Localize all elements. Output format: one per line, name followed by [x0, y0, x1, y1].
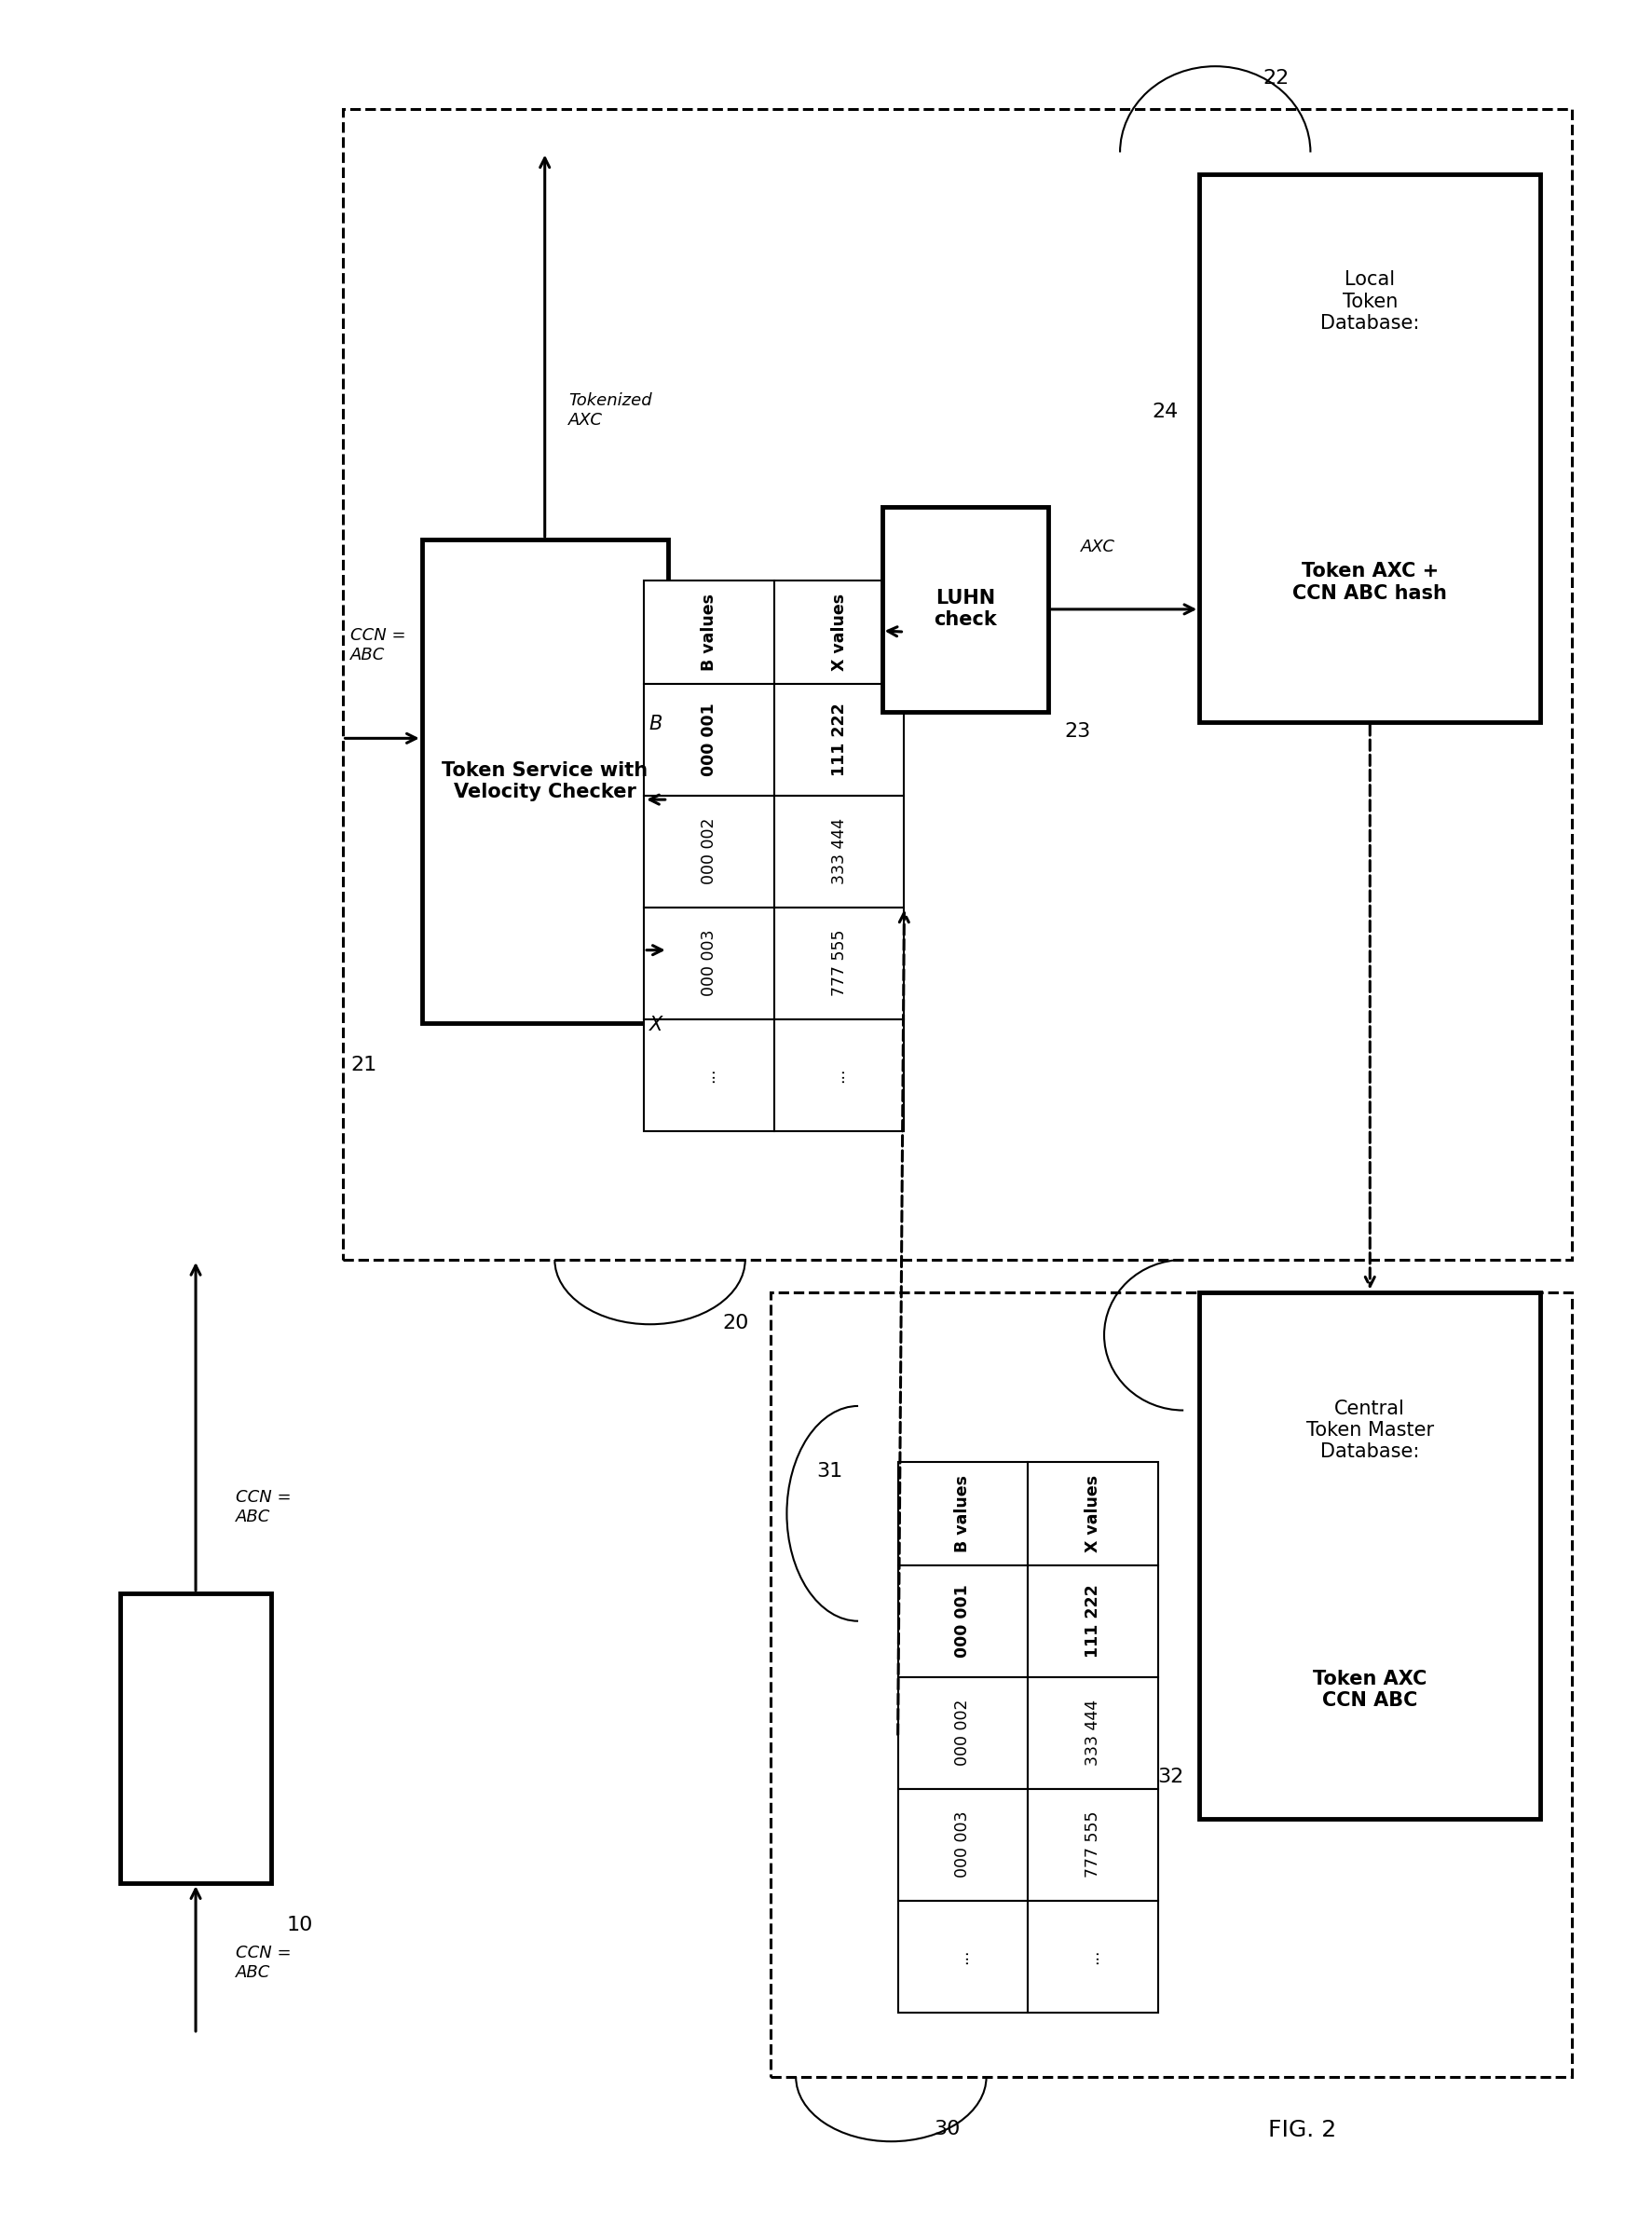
Bar [644, 683, 773, 795]
Text: ...: ... [831, 1066, 847, 1082]
Bar [897, 1463, 1028, 1566]
Bar [121, 1593, 271, 1884]
Text: Local
Token
Database:: Local Token Database: [1320, 271, 1419, 332]
Bar [342, 110, 1571, 1259]
Bar [897, 1678, 1028, 1790]
Text: FIG. 2: FIG. 2 [1267, 2119, 1336, 2141]
Bar [1199, 1292, 1540, 1819]
Text: Token AXC +
CCN ABC hash: Token AXC + CCN ABC hash [1292, 562, 1447, 603]
Bar [644, 907, 773, 1019]
Text: X: X [649, 1017, 662, 1035]
Text: 000 001: 000 001 [953, 1584, 971, 1658]
Bar [644, 1019, 773, 1131]
Bar [1199, 175, 1540, 721]
Bar [1028, 1678, 1158, 1790]
Bar [773, 580, 904, 683]
Text: ...: ... [700, 1066, 717, 1082]
Text: 31: 31 [816, 1463, 843, 1481]
Text: 111 222: 111 222 [1084, 1584, 1100, 1658]
Text: ...: ... [953, 1949, 971, 1964]
Bar [1028, 1566, 1158, 1678]
Text: 30: 30 [933, 2119, 960, 2139]
Bar [897, 1790, 1028, 1900]
Text: Tokenized
AXC: Tokenized AXC [568, 392, 653, 428]
Text: 10: 10 [287, 1915, 314, 1935]
Text: 22: 22 [1262, 69, 1289, 87]
Bar [1028, 1463, 1158, 1566]
Text: 20: 20 [722, 1313, 748, 1333]
Text: 24: 24 [1151, 403, 1178, 421]
Bar [644, 795, 773, 907]
Text: 000 003: 000 003 [953, 1812, 971, 1877]
Bar [421, 540, 667, 1024]
Text: 23: 23 [1064, 721, 1090, 741]
Text: 777 555: 777 555 [831, 930, 847, 997]
Text: 000 002: 000 002 [953, 1700, 971, 1765]
Text: X values: X values [831, 594, 847, 670]
Text: CCN =
ABC: CCN = ABC [235, 1490, 291, 1525]
Bar [897, 1900, 1028, 2012]
Text: LUHN
check: LUHN check [933, 589, 996, 629]
Text: CCN =
ABC: CCN = ABC [235, 1944, 291, 1980]
Bar [897, 1566, 1028, 1678]
Text: 333 444: 333 444 [1084, 1700, 1100, 1765]
Text: B values: B values [953, 1474, 971, 1552]
Bar [882, 506, 1047, 712]
Text: Central
Token Master
Database:: Central Token Master Database: [1305, 1400, 1432, 1460]
Text: X values: X values [1084, 1474, 1100, 1552]
Text: CCN =
ABC: CCN = ABC [350, 627, 406, 663]
Bar [1028, 1790, 1158, 1900]
Text: 32: 32 [1156, 1767, 1183, 1788]
Text: Token AXC
CCN ABC: Token AXC CCN ABC [1312, 1669, 1426, 1709]
Bar [644, 580, 773, 683]
Text: 000 002: 000 002 [700, 818, 717, 885]
Text: Token Service with
Velocity Checker: Token Service with Velocity Checker [441, 762, 648, 802]
Bar [773, 1019, 904, 1131]
Bar [773, 907, 904, 1019]
Bar [773, 795, 904, 907]
Text: 000 003: 000 003 [700, 930, 717, 997]
Bar [773, 683, 904, 795]
Bar [770, 1292, 1571, 2076]
Text: 111 222: 111 222 [831, 703, 847, 775]
Text: 333 444: 333 444 [831, 818, 847, 885]
Text: B values: B values [700, 594, 717, 670]
Text: 000 001: 000 001 [700, 703, 717, 775]
Text: AXC: AXC [1080, 540, 1113, 556]
Text: 777 555: 777 555 [1084, 1812, 1100, 1877]
Text: B: B [649, 715, 662, 735]
Text: ...: ... [1084, 1949, 1100, 1964]
Text: 21: 21 [350, 1055, 377, 1075]
Bar [1028, 1900, 1158, 2012]
